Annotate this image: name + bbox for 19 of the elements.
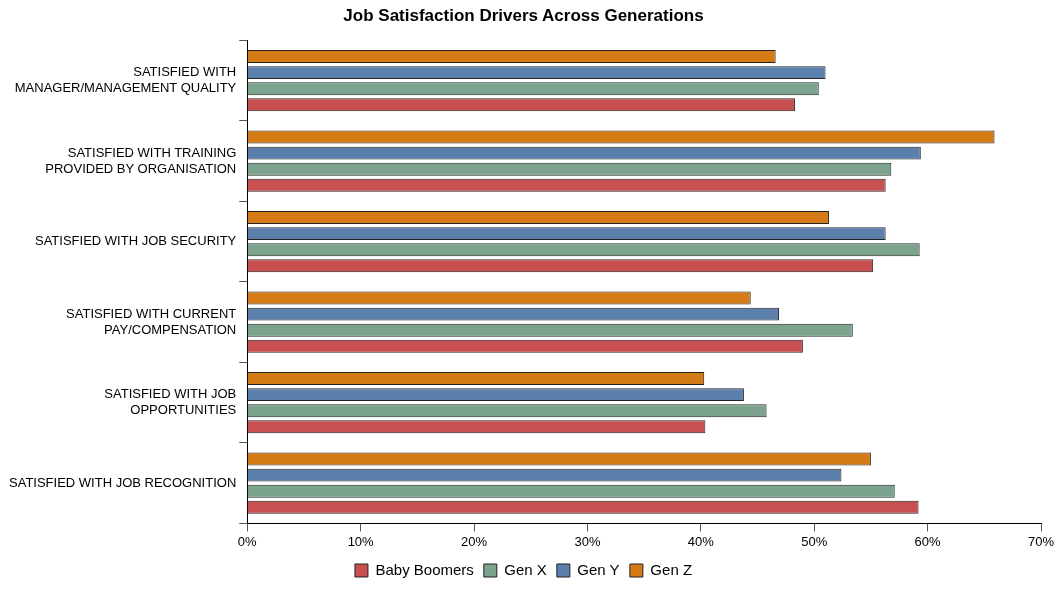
x-tick-label: 50% bbox=[801, 533, 828, 549]
x-tick-label: 70% bbox=[1027, 533, 1055, 549]
x-tick-label: 20% bbox=[461, 533, 488, 549]
x-tick-label: 0% bbox=[237, 533, 258, 549]
legend-label: Gen Z bbox=[650, 560, 693, 578]
x-tick-label: 30% bbox=[574, 533, 601, 549]
x-tick-label: 40% bbox=[687, 533, 715, 549]
y-tick-label: SATISFIED WITH CURRENT PAY/COMPENSATION bbox=[66, 305, 237, 337]
legend-label: Gen X bbox=[504, 560, 547, 578]
y-tick-label: SATISFIED WITH JOB RECOGNITION bbox=[9, 474, 237, 490]
y-tick-label: SATISFIED WITH JOB OPPORTUNITIES bbox=[104, 386, 237, 418]
x-tick-label: 10% bbox=[347, 533, 375, 549]
y-tick-label: SATISFIED WITH MANAGER/MANAGEMENT QUALITY bbox=[14, 64, 237, 96]
y-tick-label: SATISFIED WITH JOB SECURITY bbox=[34, 233, 237, 249]
legend-label: Baby Boomers bbox=[375, 560, 474, 578]
chart-title: Job Satisfaction Drivers Across Generations bbox=[343, 5, 704, 25]
y-tick-label: SATISFIED WITH TRAINING PROVIDED BY ORGANISATION bbox=[45, 144, 237, 176]
x-tick-label: 60% bbox=[914, 533, 942, 549]
legend-label: Gen Y bbox=[577, 560, 620, 578]
